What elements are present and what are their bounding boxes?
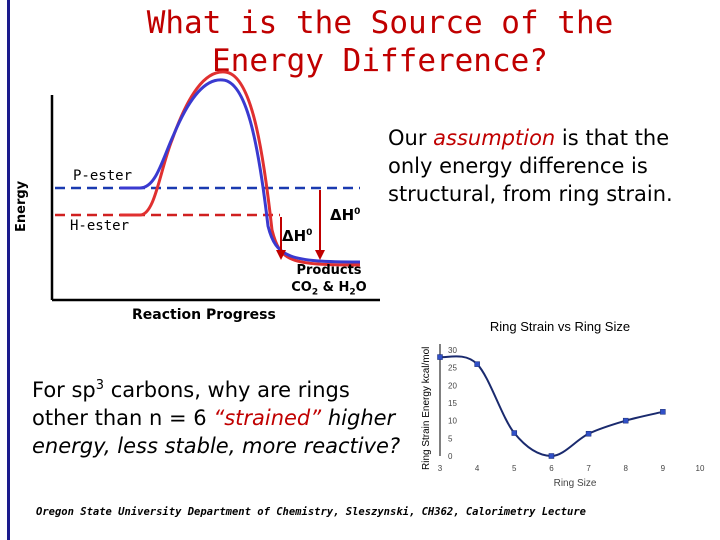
data-point (437, 354, 443, 360)
y-tick-label: 15 (448, 399, 457, 408)
y-tick-label: 5 (448, 434, 453, 443)
p-ester-energy-curve (120, 78, 361, 264)
x-tick-label: 10 (696, 464, 705, 473)
title-line-2: Energy Difference? (212, 43, 548, 79)
p-ester-label: P-ester (73, 168, 133, 184)
data-point (511, 430, 518, 436)
footer-credit: Oregon State University Department of Ch… (36, 506, 586, 518)
data-point (622, 417, 629, 424)
data-point (548, 453, 555, 459)
assumption-text: Our assumption is that the only energy d… (388, 126, 673, 206)
products-line-1: Products (296, 263, 362, 278)
y-tick-label: 25 (448, 364, 457, 373)
products-line-2: CO2 & H2O (291, 280, 367, 298)
p-ester-delta-h-label: ΔH0 (330, 206, 361, 224)
question-text: For sp3 carbons, why are rings other tha… (32, 378, 401, 458)
x-tick-label: 6 (549, 464, 554, 473)
y-tick-label: 20 (448, 381, 457, 390)
x-tick-label: 9 (661, 464, 666, 473)
h-ester-label: H-ester (70, 218, 130, 234)
x-tick-label: 8 (623, 464, 628, 473)
chart-x-axis-label: Ring Size (553, 478, 597, 489)
x-tick-label: 5 (512, 464, 517, 473)
x-tick-label: 7 (586, 464, 591, 473)
y-tick-label: 30 (448, 346, 457, 355)
h-ester-arrowhead (276, 250, 286, 260)
data-point (474, 361, 480, 367)
slide-title: What is the Source of the Energy Differe… (60, 4, 700, 80)
x-tick-label: 3 (438, 464, 443, 473)
slide-left-rule (7, 0, 10, 540)
ring-strain-line (439, 355, 664, 458)
assumption-emphasis: assumption (433, 126, 556, 150)
data-point (660, 409, 666, 415)
chart-title: Ring Strain vs Ring Size (489, 319, 631, 334)
reaction-progress-label: Reaction Progress (132, 307, 276, 323)
title-line-1: What is the Source of the (146, 5, 614, 41)
p-ester-arrowhead (315, 250, 325, 260)
x-tick-label: 4 (475, 464, 480, 473)
y-tick-label: 0 (448, 452, 453, 461)
h-ester-delta-h-label: ΔH0 (282, 227, 313, 245)
strained-emphasis: “strained” (213, 406, 322, 430)
data-point (585, 430, 592, 437)
products-label: Products CO2 & H2O (284, 262, 374, 302)
y-tick-label: 10 (448, 417, 457, 426)
